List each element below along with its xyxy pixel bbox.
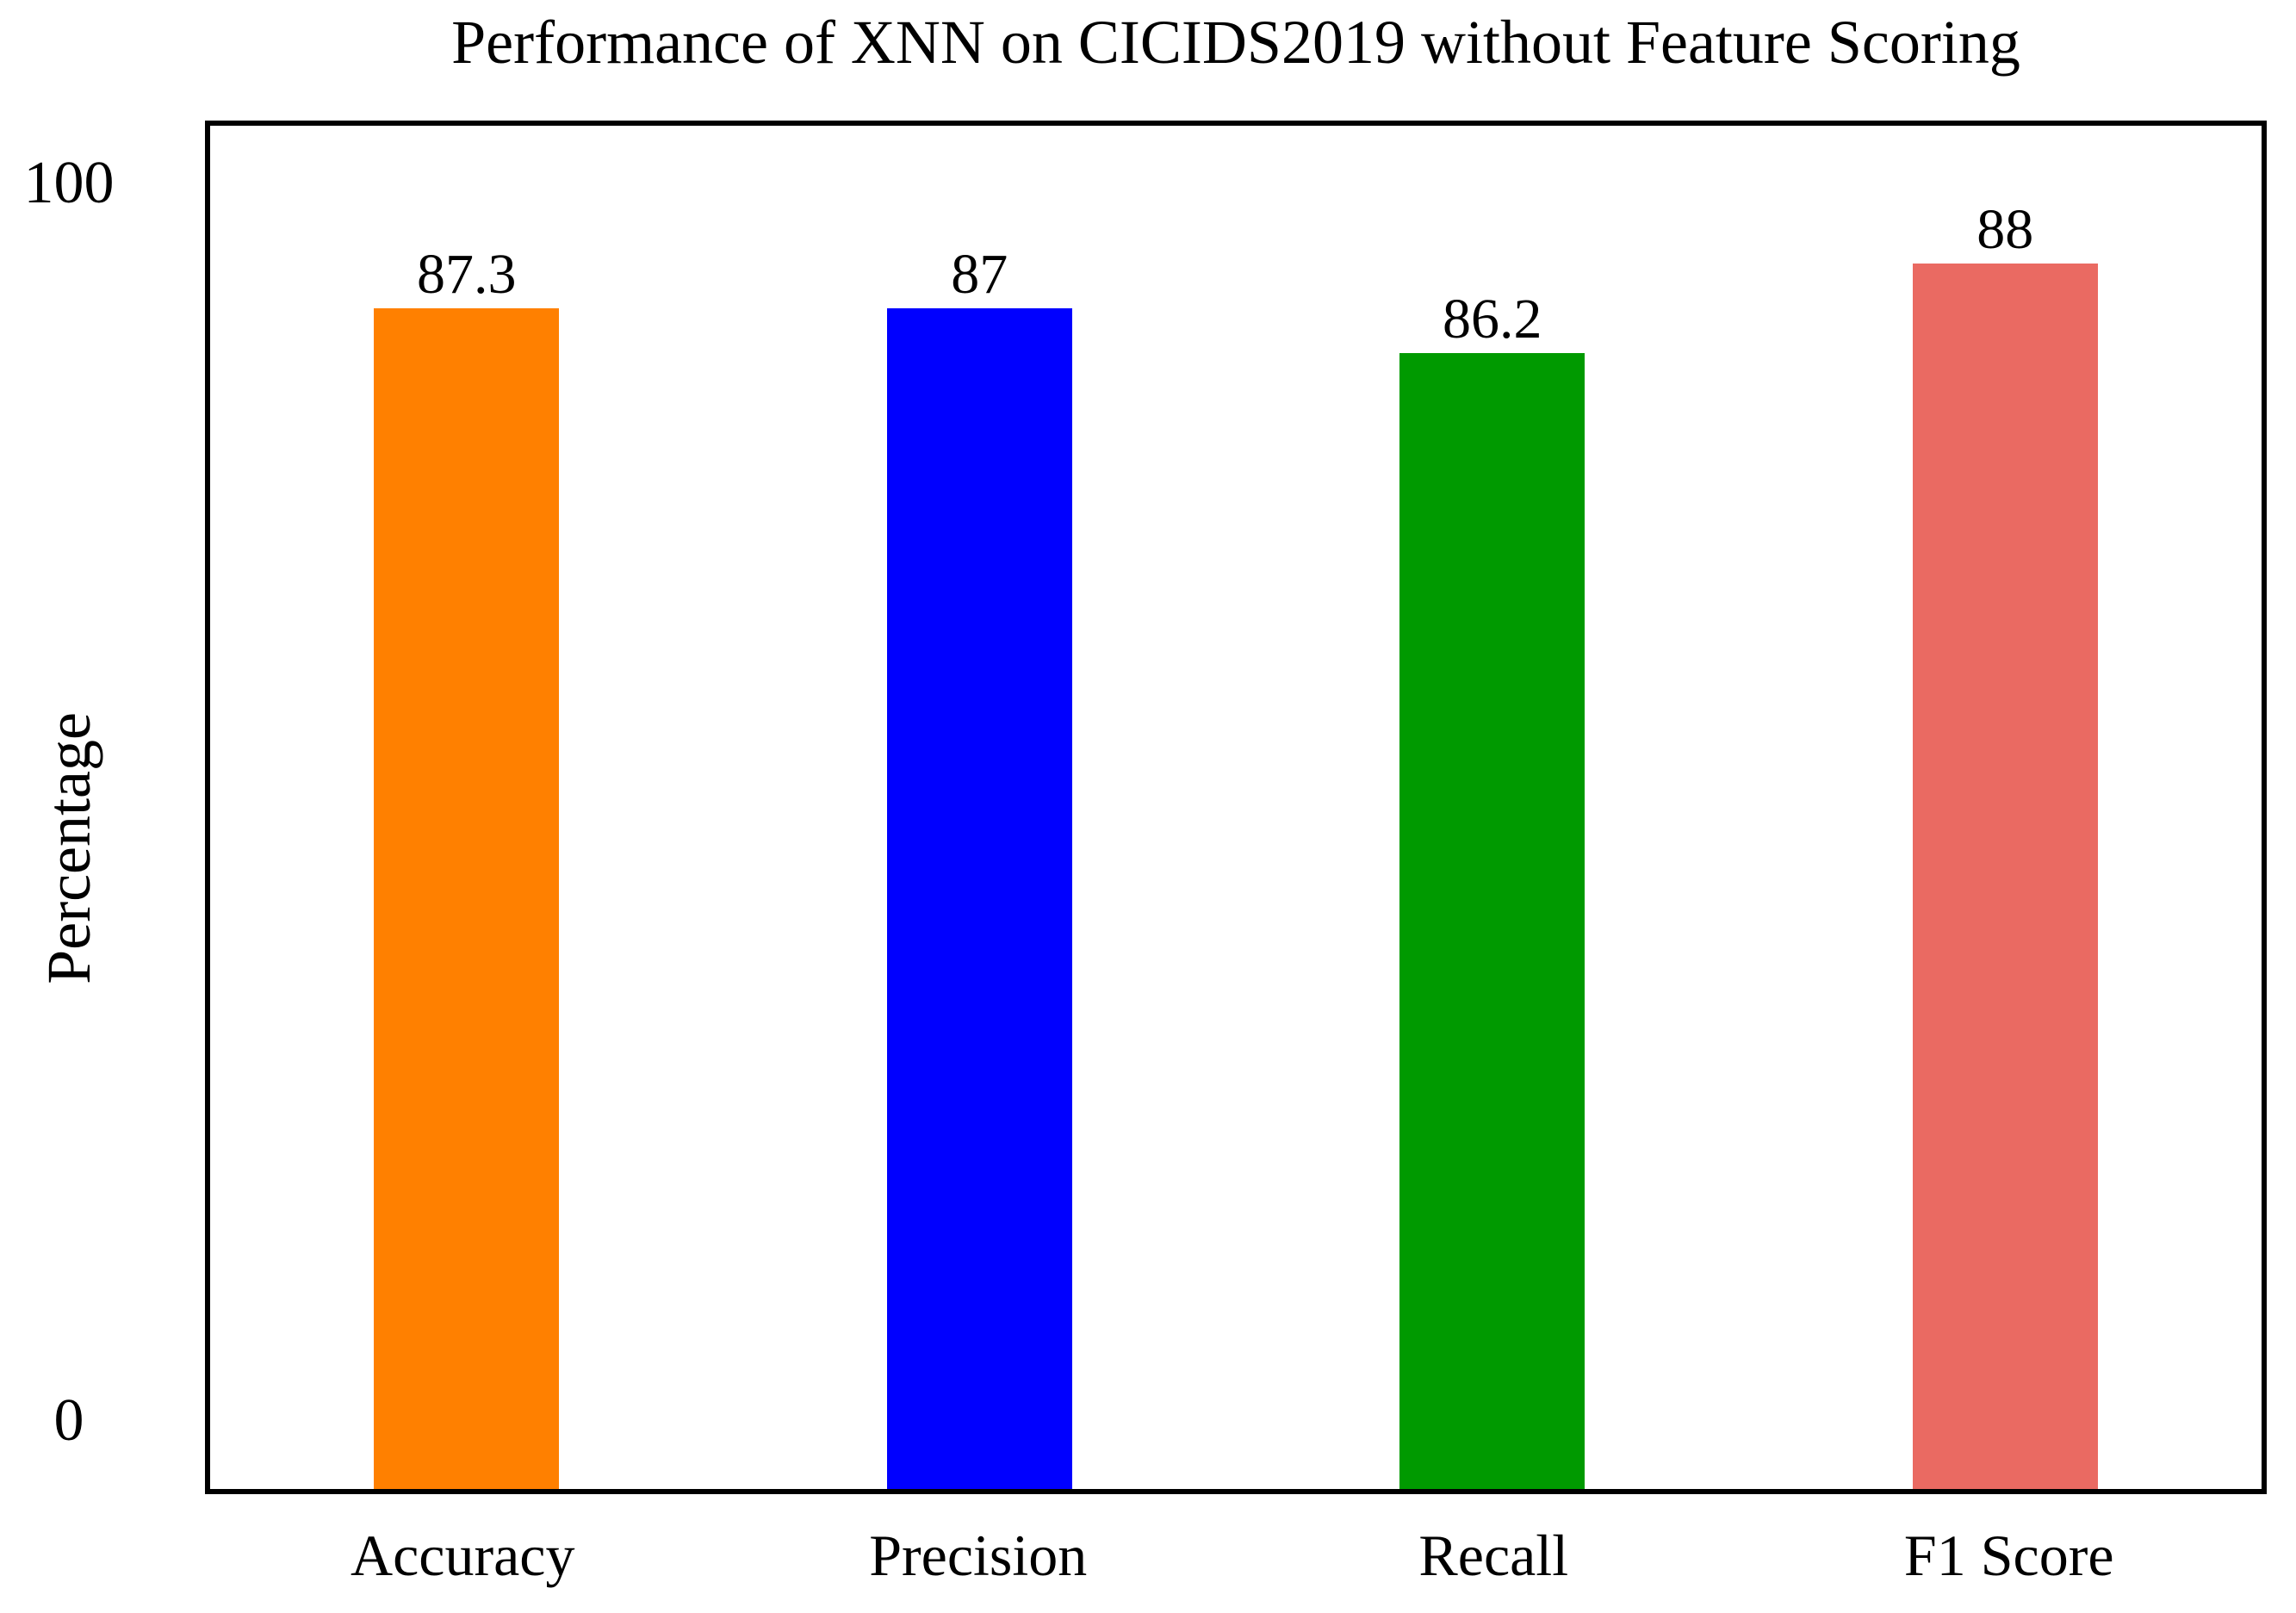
bar-precision: 87	[886, 246, 1072, 1489]
bars-row: 87.3 87 86.2 88	[210, 126, 2262, 1489]
bar-column-recall: 86.2	[1236, 126, 1749, 1489]
bar-accuracy: 87.3	[374, 246, 560, 1489]
plot-area: 87.3 87 86.2 88	[205, 121, 2267, 1494]
bar-column-f1-score: 88	[1749, 126, 2262, 1489]
y-tick-label-0: 0	[53, 1387, 84, 1454]
bar-value-label-accuracy: 87.3	[417, 243, 517, 307]
bar-column-accuracy: 87.3	[210, 126, 723, 1489]
bar-f1-score: 88	[1912, 201, 2098, 1489]
bar-column-precision: 87	[723, 126, 1237, 1489]
chart-title: Performance of XNN on CICIDS2019 without…	[451, 8, 2020, 77]
bar-value-label-recall: 86.2	[1443, 288, 1542, 351]
x-category-label-recall: Recall	[1418, 1523, 1569, 1588]
bar-recall: 86.2	[1399, 291, 1585, 1489]
x-category-label-precision: Precision	[869, 1523, 1088, 1588]
x-category-label-accuracy: Accuracy	[351, 1523, 575, 1588]
y-tick-label-100: 100	[23, 150, 115, 216]
bar-value-label-f1-score: 88	[1976, 197, 2034, 261]
bar-value-label-precision: 87	[951, 243, 1008, 307]
x-axis-labels-row: Accuracy Precision Recall F1 Score	[205, 1521, 2267, 1591]
x-category-label-f1-score: F1 Score	[1903, 1523, 2114, 1588]
y-axis-label: Percentage	[34, 712, 103, 984]
